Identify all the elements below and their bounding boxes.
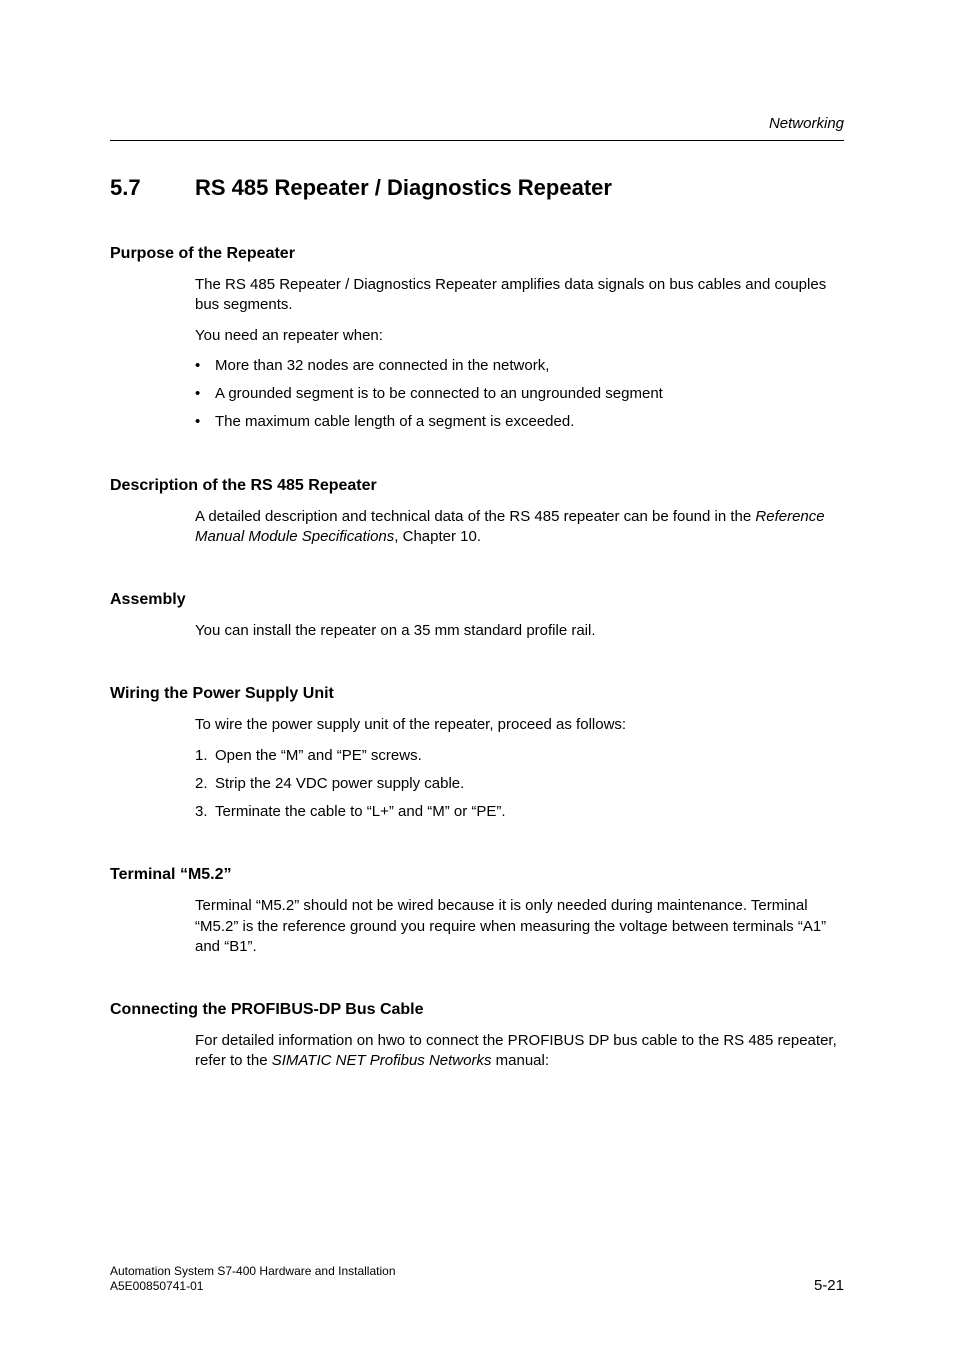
step-item: Open the “M” and “PE” screws.	[195, 746, 844, 766]
para: The RS 485 Repeater / Diagnostics Repeat…	[195, 275, 844, 316]
block-terminal: Terminal “M5.2” Terminal “M5.2” should n…	[110, 866, 844, 957]
heading-purpose: Purpose of the Repeater	[110, 245, 844, 263]
footer-left: Automation System S7-400 Hardware and In…	[110, 1264, 396, 1294]
book-title: SIMATIC NET Profibus Networks	[272, 1052, 492, 1069]
text: manual:	[491, 1052, 549, 1069]
block-connecting: Connecting the PROFIBUS-DP Bus Cable For…	[110, 1001, 844, 1072]
body-terminal: Terminal “M5.2” should not be wired beca…	[195, 896, 844, 957]
footer: Automation System S7-400 Hardware and In…	[110, 1264, 844, 1294]
heading-description: Description of the RS 485 Repeater	[110, 477, 844, 495]
body-purpose: The RS 485 Repeater / Diagnostics Repeat…	[195, 275, 844, 433]
footer-line1: Automation System S7-400 Hardware and In…	[110, 1264, 396, 1279]
text: A detailed description and technical dat…	[195, 508, 755, 525]
heading-terminal: Terminal “M5.2”	[110, 866, 844, 884]
footer-line2: A5E00850741-01	[110, 1279, 396, 1294]
para: You need an repeater when:	[195, 326, 844, 346]
body-wiring: To wire the power supply unit of the rep…	[195, 715, 844, 822]
heading-connecting: Connecting the PROFIBUS-DP Bus Cable	[110, 1001, 844, 1019]
para: A detailed description and technical dat…	[195, 507, 844, 548]
section-heading: 5.7 RS 485 Repeater / Diagnostics Repeat…	[110, 175, 844, 201]
para: You can install the repeater on a 35 mm …	[195, 621, 844, 641]
block-description: Description of the RS 485 Repeater A det…	[110, 477, 844, 548]
page-number: 5-21	[814, 1277, 844, 1294]
bullet-item: A grounded segment is to be connected to…	[195, 384, 844, 404]
body-connecting: For detailed information on hwo to conne…	[195, 1031, 844, 1072]
ordered-list: Open the “M” and “PE” screws. Strip the …	[195, 746, 844, 823]
body-assembly: You can install the repeater on a 35 mm …	[195, 621, 844, 641]
page: Networking 5.7 RS 485 Repeater / Diagnos…	[0, 0, 954, 1350]
bullet-item: The maximum cable length of a segment is…	[195, 412, 844, 432]
section-title: RS 485 Repeater / Diagnostics Repeater	[195, 175, 612, 201]
para: To wire the power supply unit of the rep…	[195, 715, 844, 735]
bullet-list: More than 32 nodes are connected in the …	[195, 356, 844, 433]
bullet-item: More than 32 nodes are connected in the …	[195, 356, 844, 376]
body-description: A detailed description and technical dat…	[195, 507, 844, 548]
heading-wiring: Wiring the Power Supply Unit	[110, 685, 844, 703]
text: , Chapter 10.	[394, 528, 481, 545]
running-head: Networking	[769, 115, 844, 132]
block-wiring: Wiring the Power Supply Unit To wire the…	[110, 685, 844, 822]
header-rule	[110, 140, 844, 141]
section-number: 5.7	[110, 175, 195, 201]
heading-assembly: Assembly	[110, 591, 844, 609]
block-purpose: Purpose of the Repeater The RS 485 Repea…	[110, 245, 844, 433]
para: For detailed information on hwo to conne…	[195, 1031, 844, 1072]
block-assembly: Assembly You can install the repeater on…	[110, 591, 844, 641]
step-item: Strip the 24 VDC power supply cable.	[195, 774, 844, 794]
para: Terminal “M5.2” should not be wired beca…	[195, 896, 844, 957]
step-item: Terminate the cable to “L+” and “M” or “…	[195, 802, 844, 822]
